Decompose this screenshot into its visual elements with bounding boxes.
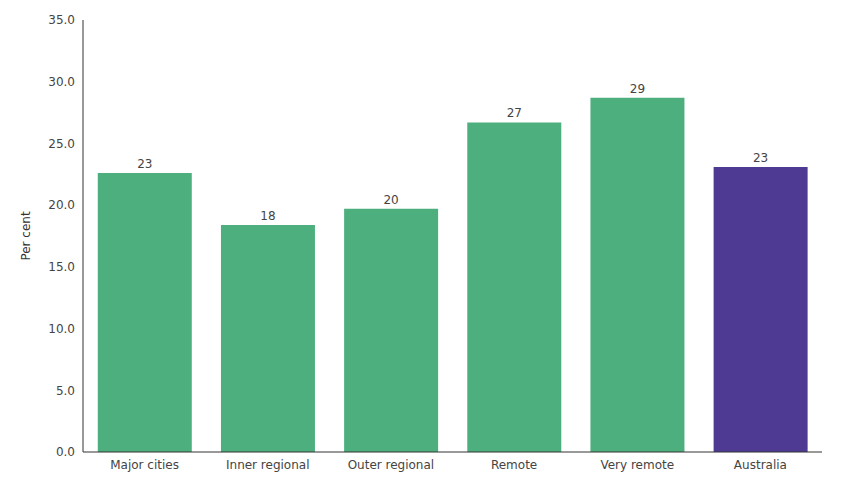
svg-text:25.0: 25.0 — [48, 137, 75, 151]
svg-text:30.0: 30.0 — [48, 75, 75, 89]
svg-text:Very remote: Very remote — [600, 458, 674, 472]
svg-text:Per cent: Per cent — [19, 211, 33, 261]
svg-text:Major cities: Major cities — [110, 458, 179, 472]
svg-text:20: 20 — [383, 193, 398, 207]
svg-text:Remote: Remote — [491, 458, 537, 472]
svg-text:18: 18 — [260, 209, 275, 223]
svg-text:Outer regional: Outer regional — [348, 458, 435, 472]
svg-text:5.0: 5.0 — [56, 384, 75, 398]
svg-text:15.0: 15.0 — [48, 260, 75, 274]
svg-text:23: 23 — [137, 157, 152, 171]
svg-text:35.0: 35.0 — [48, 13, 75, 27]
svg-text:0.0: 0.0 — [56, 445, 75, 459]
svg-text:23: 23 — [753, 151, 768, 165]
svg-text:10.0: 10.0 — [48, 322, 75, 336]
svg-text:Australia: Australia — [734, 458, 787, 472]
svg-text:27: 27 — [507, 106, 522, 120]
svg-text:Inner regional: Inner regional — [226, 458, 310, 472]
svg-text:29: 29 — [630, 82, 645, 96]
svg-text:20.0: 20.0 — [48, 198, 75, 212]
